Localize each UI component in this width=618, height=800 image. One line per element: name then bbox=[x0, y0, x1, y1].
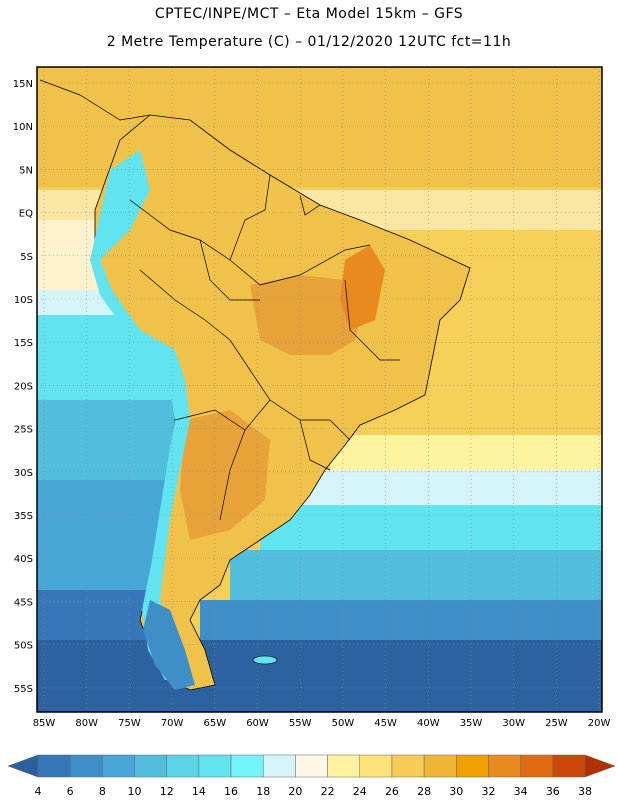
pacific-cold-band bbox=[37, 480, 167, 600]
map-frame bbox=[36, 66, 603, 713]
lat-label: 25S bbox=[14, 425, 33, 436]
lon-label: 55W bbox=[289, 718, 312, 729]
lat-label: EQ bbox=[19, 209, 33, 220]
lon-label: 50W bbox=[332, 718, 355, 729]
colorbar-label: 10 bbox=[128, 785, 142, 798]
pacific-cool-band-3 bbox=[37, 400, 177, 490]
colorbar-label: 12 bbox=[160, 785, 174, 798]
chart-title: CPTEC/INPE/MCT – Eta Model 15km – GFS bbox=[154, 6, 464, 22]
lon-label: 25W bbox=[545, 718, 568, 729]
colorbar-swatch bbox=[295, 754, 328, 778]
colorbar-label: 34 bbox=[514, 785, 528, 798]
colorbar-label: 30 bbox=[449, 785, 463, 798]
colorbar-label: 20 bbox=[288, 785, 302, 798]
colorbar-swatch bbox=[520, 754, 554, 778]
colorbar-swatch bbox=[488, 754, 521, 778]
colorbar-swatch bbox=[423, 754, 457, 778]
colorbar-swatch bbox=[102, 754, 135, 778]
lat-label: 45S bbox=[14, 597, 33, 608]
country-boundaries bbox=[129, 174, 400, 521]
colorbar-label: 14 bbox=[192, 785, 206, 798]
lon-label: 30W bbox=[502, 718, 525, 729]
lat-label: 50S bbox=[14, 641, 33, 652]
colorbar-label: 22 bbox=[321, 785, 335, 798]
colorbar-label: 8 bbox=[99, 785, 106, 798]
lon-label: 35W bbox=[460, 718, 483, 729]
lat-label: 35S bbox=[14, 511, 33, 522]
colorbar-swatch bbox=[391, 754, 425, 778]
longitude-labels: 85W 80W 75W 70W 65W 60W 55W 50W 45W 40W 35W 30W 25W 2… bbox=[33, 718, 611, 729]
chaco-hot-region bbox=[180, 410, 270, 540]
colorbar-swatch bbox=[262, 754, 296, 778]
lon-label: 85W bbox=[33, 718, 56, 729]
lat-label: 10N bbox=[13, 122, 33, 133]
colorbar-swatch bbox=[327, 754, 361, 778]
colorbar-swatch bbox=[134, 754, 167, 778]
lat-label: 10S bbox=[14, 295, 33, 306]
colorbar-swatch bbox=[552, 754, 586, 778]
central-america-coast bbox=[39, 79, 151, 121]
colorbar-label: 36 bbox=[546, 785, 560, 798]
lat-label: 15N bbox=[13, 79, 33, 90]
colorbar-label: 18 bbox=[256, 785, 270, 798]
atlantic-cool-band bbox=[300, 470, 602, 510]
colorbar-swatch bbox=[456, 754, 489, 778]
colorbar-label: 4 bbox=[35, 785, 42, 798]
colorbar: 4 6 8 10 12 14 16 18 20 22 24 26 28 30 32 34 36 38 bbox=[7, 754, 616, 798]
colorbar-right-arrow bbox=[584, 754, 616, 778]
atlantic-mild-band bbox=[330, 435, 602, 475]
lon-label: 70W bbox=[161, 718, 184, 729]
lon-label: 40W bbox=[417, 718, 440, 729]
colorbar-swatch bbox=[69, 754, 103, 778]
northeast-hot-region bbox=[340, 245, 385, 330]
colorbar-label: 6 bbox=[67, 785, 74, 798]
colorbar-swatch bbox=[230, 754, 264, 778]
colorbar-swatch bbox=[166, 754, 200, 778]
lon-label: 60W bbox=[246, 718, 269, 729]
colorbar-label: 28 bbox=[417, 785, 431, 798]
colorbar-label: 26 bbox=[385, 785, 399, 798]
colorbar-label: 38 bbox=[578, 785, 592, 798]
lon-label: 75W bbox=[118, 718, 141, 729]
lon-label: 20W bbox=[588, 718, 611, 729]
andes-cool-strip bbox=[90, 150, 190, 680]
lon-label: 45W bbox=[374, 718, 397, 729]
lat-label: 5S bbox=[20, 252, 33, 263]
atlantic-cool-band-2 bbox=[260, 505, 602, 555]
colorbar-swatch bbox=[198, 754, 232, 778]
lon-label: 65W bbox=[203, 718, 226, 729]
colorbar-label: 16 bbox=[224, 785, 238, 798]
lat-label: 20S bbox=[14, 381, 33, 392]
colorbar-swatch bbox=[37, 754, 71, 778]
lon-label: 80W bbox=[75, 718, 98, 729]
latitude-labels: 15N 10N 5N EQ 5S 10S 15S 20S 25S 30S 35S 40S 45S 50S 5… bbox=[13, 79, 33, 695]
patagonia-cold-strip bbox=[143, 600, 195, 690]
falkland-islands bbox=[252, 655, 278, 665]
colorbar-swatch bbox=[359, 754, 393, 778]
central-hot-region bbox=[250, 275, 365, 355]
chart-subtitle: 2 Metre Temperature (C) – 01/12/2020 12U… bbox=[106, 34, 512, 50]
map-field bbox=[37, 67, 602, 712]
lat-label: 15S bbox=[14, 338, 33, 349]
colorbar-left-arrow bbox=[7, 754, 39, 778]
lat-label: 5N bbox=[19, 165, 33, 176]
colorbar-label: 24 bbox=[353, 785, 367, 798]
lat-label: 40S bbox=[14, 554, 33, 565]
lat-label: 55S bbox=[14, 684, 33, 695]
colorbar-label: 32 bbox=[481, 785, 495, 798]
southern-ocean-band bbox=[37, 640, 602, 712]
lat-label: 30S bbox=[14, 468, 33, 479]
